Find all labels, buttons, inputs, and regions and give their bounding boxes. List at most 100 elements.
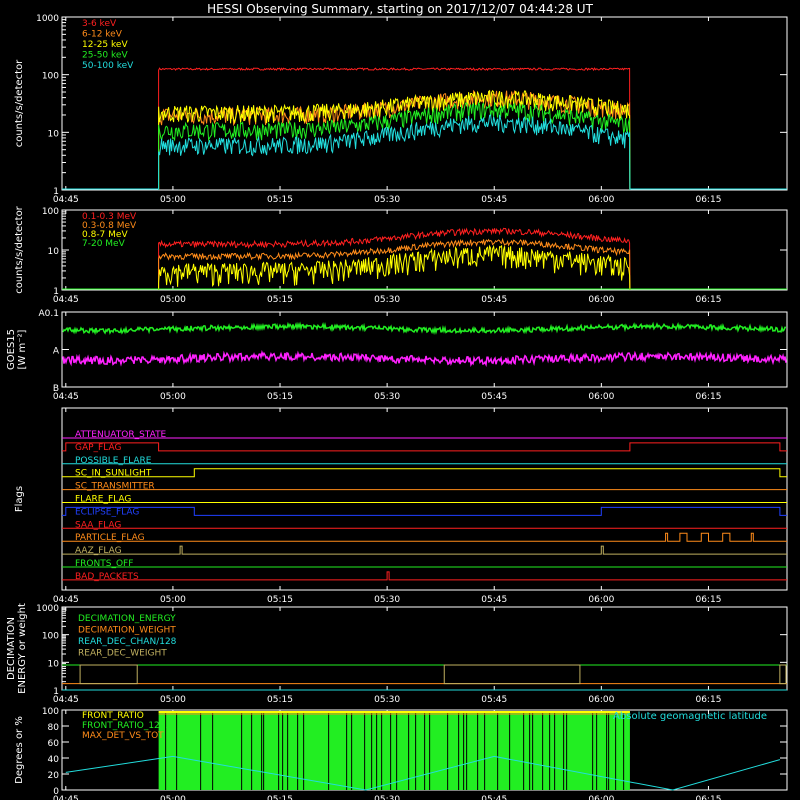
y-tick-label: B [53, 384, 59, 394]
y-tick-label: 60 [48, 739, 60, 749]
plot-frame [61, 16, 788, 191]
x-tick-label: 05:45 [481, 392, 507, 402]
x-tick-label: 05:15 [267, 695, 293, 705]
flag-label: PARTICLE_FLAG [75, 533, 145, 543]
flag-label: BAD_PACKETS [75, 572, 139, 582]
plot-frame [61, 407, 788, 591]
y-tick-label: 80 [48, 723, 60, 733]
x-tick-label: 04:45 [53, 295, 79, 305]
y-tick-label: 1000 [36, 604, 59, 614]
flag-line-9 [62, 545, 787, 555]
y-tick-label: 1 [53, 287, 59, 297]
x-tick-label: 06:15 [695, 295, 721, 305]
y-tick-label: 100 [42, 72, 59, 82]
front-ratio-1225-fill [158, 711, 630, 790]
legend-entry: FRONT_RATIO [82, 711, 144, 721]
x-tick-label: 04:45 [53, 695, 79, 705]
y-tick-label: 10 [48, 129, 60, 139]
legend-entry: 3-6 keV [82, 19, 117, 29]
legend-entry: 7-20 MeV [82, 239, 126, 249]
y-axis-label-group: counts/s/detector [14, 59, 25, 147]
y-axis-label-group: Degrees or % [14, 716, 25, 784]
series-line-2 [158, 244, 631, 291]
x-tick-label: 05:15 [267, 295, 293, 305]
legend-entry: REAR_DEC_CHAN/128 [78, 637, 177, 647]
x-tick-label: 05:30 [374, 392, 400, 402]
y-tick-label: 10 [48, 247, 60, 257]
y-axis-label: counts/s/detector [14, 205, 25, 293]
flag-label: SC_TRANSMITTER [75, 482, 155, 492]
series-line-0 [158, 227, 631, 291]
x-tick-label: 05:00 [160, 595, 186, 605]
flag-label: AAZ_FLAG [75, 546, 122, 556]
y-axis-label-group: GOES15 [W m⁻²] [6, 329, 28, 370]
x-tick-label: 06:15 [695, 195, 721, 205]
x-tick-label: 06:00 [588, 595, 614, 605]
rear-dec-weight-step [779, 664, 787, 685]
y-axis-label: counts/s/detector [14, 59, 25, 147]
flag-label: GAP_FLAG [75, 443, 121, 453]
y-tick-label: 1 [53, 187, 59, 197]
flag-label: SAA_FLAG [75, 520, 121, 530]
x-tick-label: 05:30 [374, 195, 400, 205]
y-tick-label: 100 [42, 707, 59, 717]
y-tick-label: A0.1 [39, 309, 59, 319]
plot-frame [61, 209, 788, 291]
series-line-1 [158, 237, 631, 291]
y-tick-label: 100 [42, 207, 59, 217]
x-tick-label: 04:45 [53, 795, 79, 800]
y-tick-label: 1000 [36, 14, 59, 24]
geomagnetic-latitude-label: Absolute geomagnetic latitude [613, 711, 767, 722]
x-tick-label: 05:15 [267, 595, 293, 605]
y-axis-label: Degrees or % [14, 716, 25, 784]
series-line-4 [158, 114, 631, 191]
flag-line-11 [62, 571, 787, 581]
flag-label: ECLIPSE_FLAG [75, 507, 139, 517]
legend-entry: 25-50 keV [82, 51, 128, 61]
y-tick-label: 0 [53, 787, 59, 797]
series-line-3 [158, 101, 631, 191]
series-line-2 [158, 89, 631, 191]
x-tick-label: 06:15 [695, 795, 721, 800]
x-tick-label: 05:00 [160, 795, 186, 800]
y-tick-label: 1 [53, 687, 59, 697]
x-tick-label: 04:45 [53, 595, 79, 605]
x-tick-label: 05:45 [481, 595, 507, 605]
rear-dec-weight-step [443, 664, 581, 685]
flag-label: FLARE_FLAG [75, 495, 131, 505]
y-axis-label-2: ENERGY or weight [17, 603, 28, 694]
x-tick-label: 05:45 [481, 795, 507, 800]
legend-entry: FRONT_RATIO_1225 [82, 721, 171, 731]
y-axis-label-group: counts/s/detector [14, 205, 25, 293]
x-tick-label: 05:15 [267, 795, 293, 800]
flag-label: SC_IN_SUNLIGHT [75, 469, 152, 479]
legend-entry: 0.1-0.3 MeV [82, 212, 137, 222]
goes-series-0 [62, 321, 787, 336]
x-tick-label: 04:45 [53, 392, 79, 402]
x-tick-label: 05:45 [481, 695, 507, 705]
x-tick-label: 05:30 [374, 795, 400, 800]
x-tick-label: 05:45 [481, 295, 507, 305]
x-tick-label: 06:15 [695, 695, 721, 705]
chart-title: HESSI Observing Summary, starting on 201… [207, 2, 593, 16]
x-tick-label: 06:15 [695, 392, 721, 402]
flag-line-1 [62, 442, 787, 452]
flag-label: ATTENUATOR_STATE [75, 430, 167, 440]
x-tick-label: 05:30 [374, 295, 400, 305]
legend-entry: 0.8-7 MeV [82, 230, 128, 240]
x-tick-label: 05:15 [267, 392, 293, 402]
series-line-0 [158, 67, 631, 191]
x-tick-label: 06:00 [588, 795, 614, 800]
y-tick-label: A [53, 347, 60, 357]
y-axis-label: Flags [14, 486, 25, 512]
legend-entry: 0.3-0.8 MeV [82, 221, 137, 231]
flag-line-3 [62, 468, 787, 478]
flag-line-6 [62, 506, 787, 516]
y-tick-label: 100 [42, 632, 59, 642]
y-axis-label-group: DECIMATION ENERGY or weight [6, 603, 28, 694]
legend-entry: DECIMATION_WEIGHT [78, 626, 176, 636]
x-tick-label: 05:00 [160, 392, 186, 402]
x-tick-label: 04:45 [53, 195, 79, 205]
x-tick-label: 06:00 [588, 392, 614, 402]
legend-entry: REAR_DEC_WEIGHT [78, 649, 167, 659]
